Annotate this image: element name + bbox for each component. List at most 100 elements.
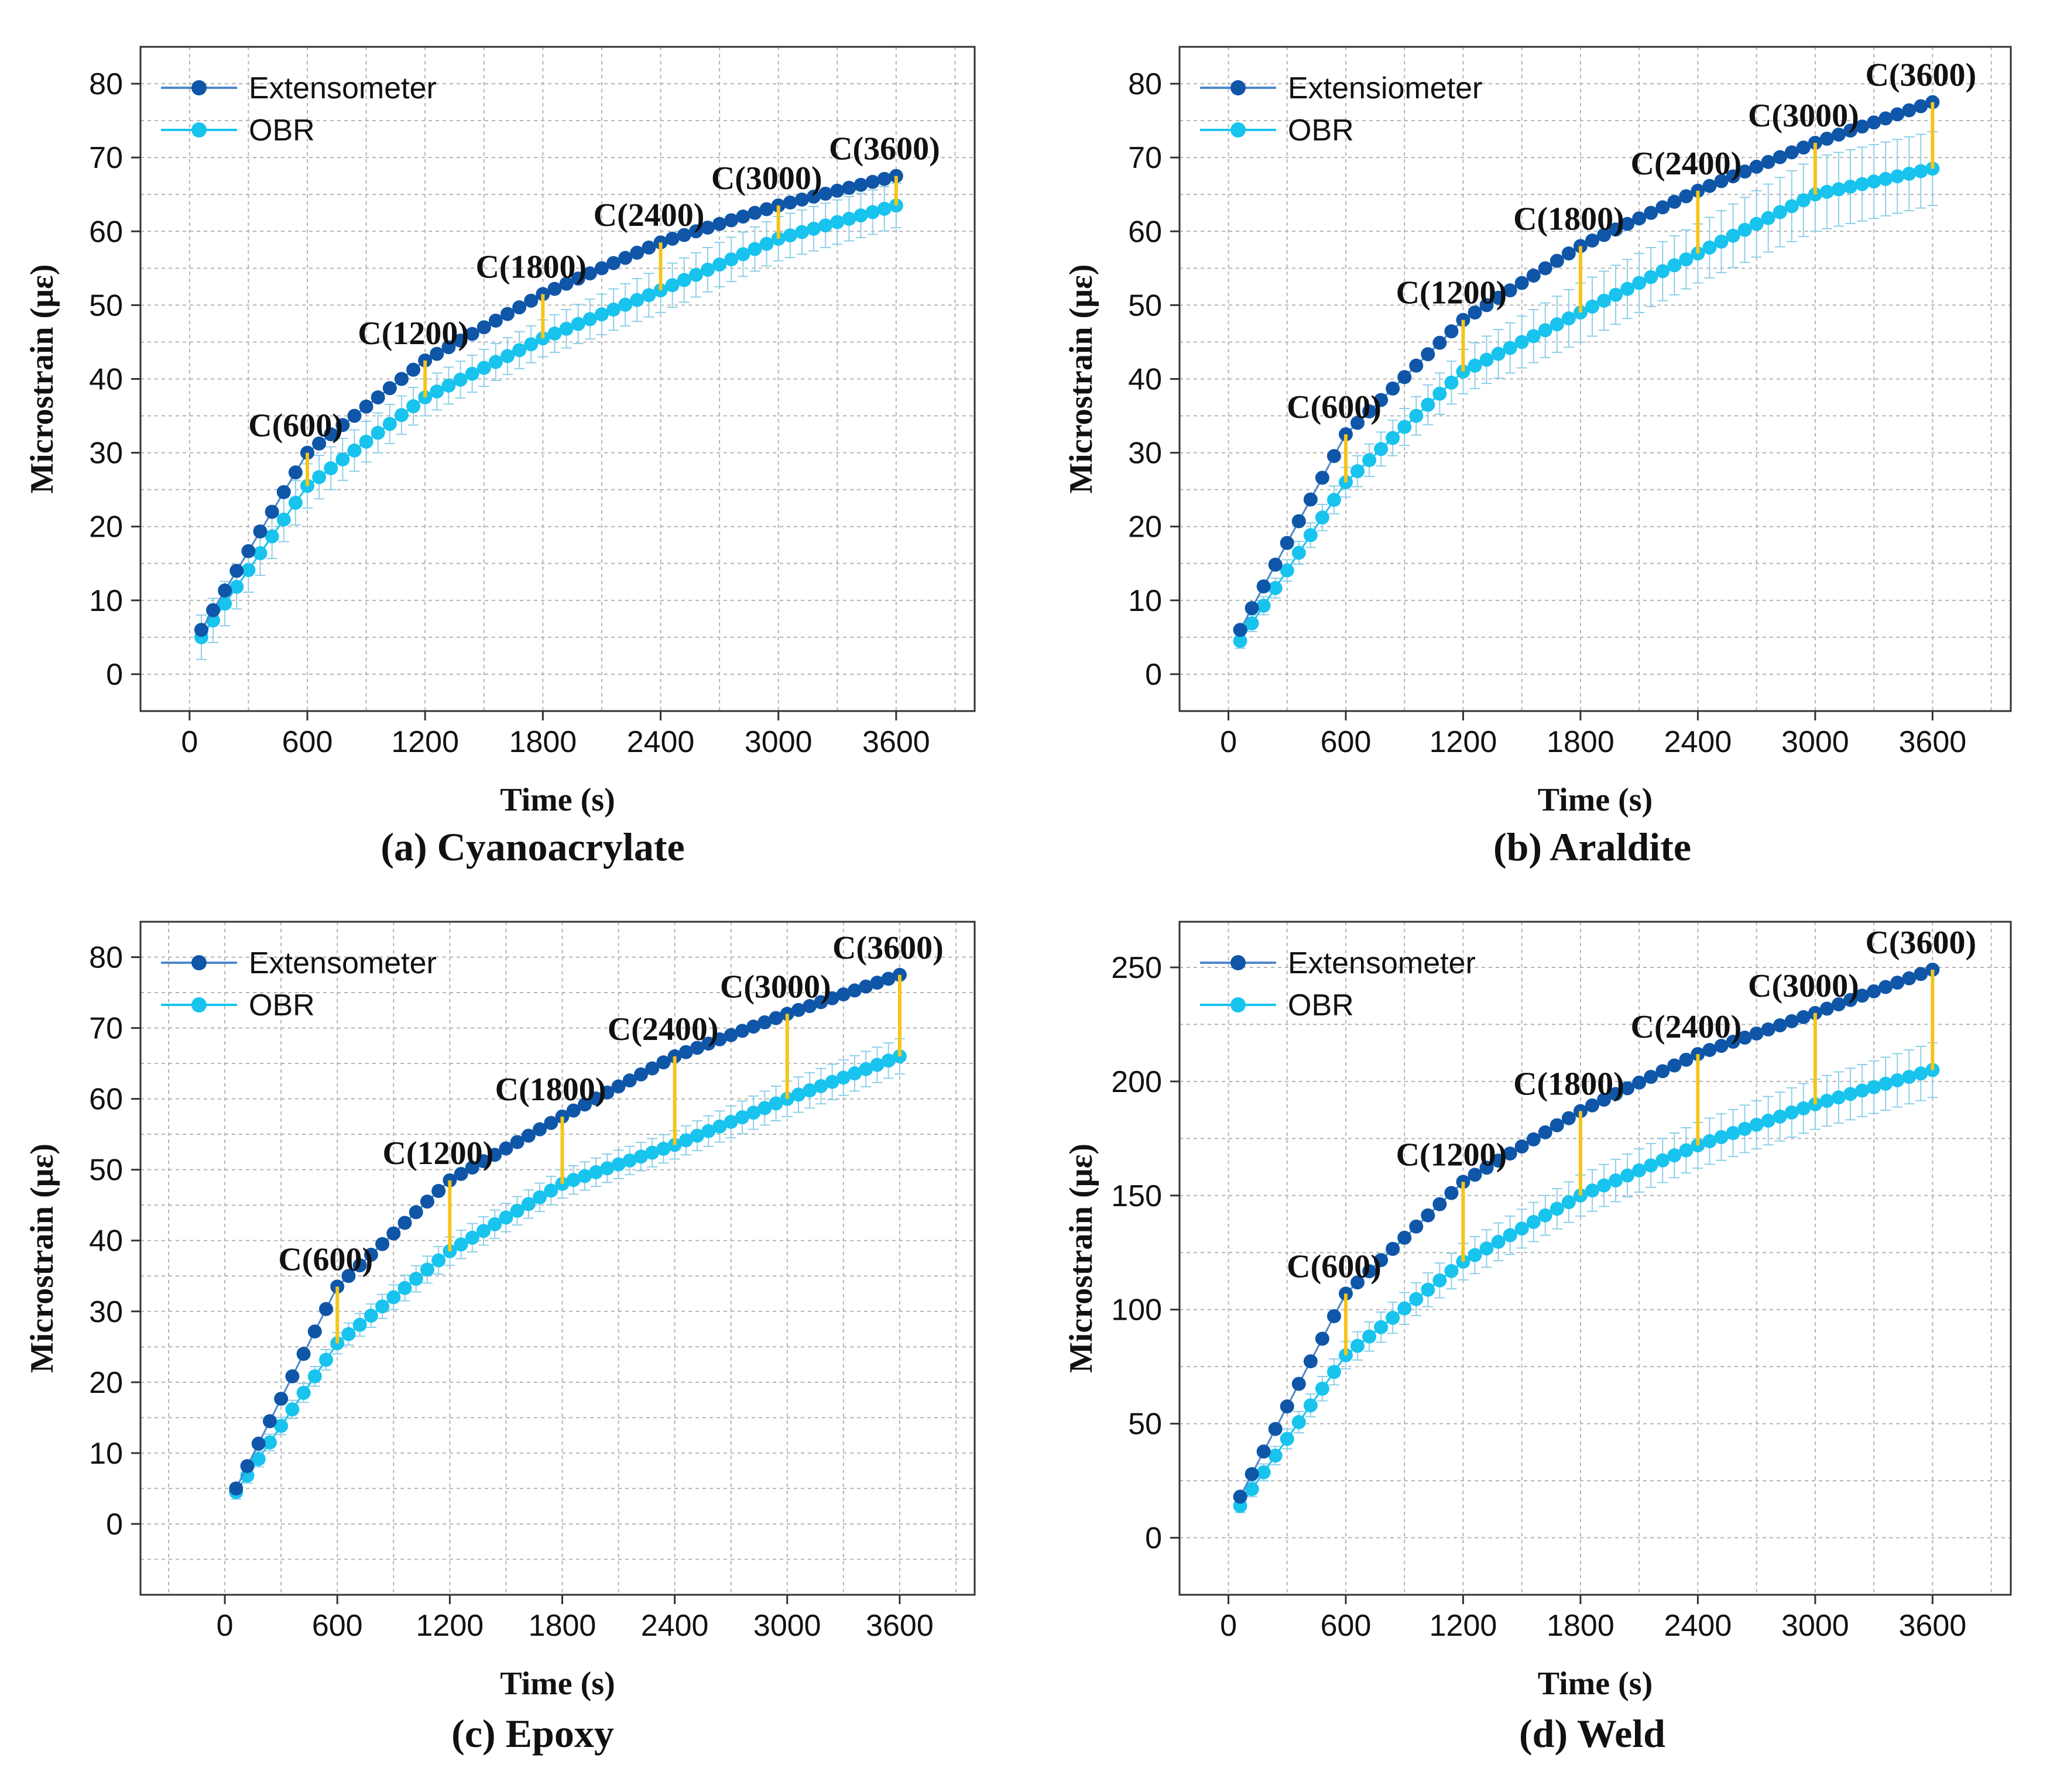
legend-marker [191, 80, 207, 95]
extensometer-point [814, 995, 828, 1010]
extensometer-point [296, 1347, 311, 1361]
extensometer-point [1550, 1118, 1564, 1132]
extensometer-point [701, 1036, 716, 1051]
obr-point [1350, 1338, 1365, 1353]
extensometer-point [1597, 1093, 1612, 1107]
extensometer-point [865, 174, 880, 189]
extensometer-point [375, 1237, 390, 1251]
obr-point [465, 1230, 479, 1245]
obr-point [1831, 1090, 1846, 1105]
y-tick-label: 0 [1145, 658, 1162, 692]
obr-point [1268, 581, 1283, 595]
obr-point [830, 215, 845, 229]
extensometer-point [1609, 1087, 1623, 1101]
obr-point [441, 378, 456, 393]
x-tick-label: 3600 [1899, 725, 1967, 759]
obr-point [499, 1210, 513, 1225]
extensometer-point [510, 1135, 525, 1149]
extensometer-point [359, 399, 373, 414]
extensometer-point [307, 1324, 322, 1339]
obr-point [600, 1161, 615, 1176]
extensometer-point [1256, 1444, 1271, 1459]
extensometer-point [1514, 1139, 1529, 1154]
extensometer-point [877, 171, 892, 186]
obr-point [253, 546, 268, 561]
x-tick-label: 0 [217, 1609, 234, 1643]
obr-point [1878, 171, 1893, 186]
obr-point [1784, 1105, 1799, 1120]
extensometer-point [1374, 1253, 1389, 1268]
obr-point [1632, 1163, 1647, 1177]
obr-point [1468, 358, 1482, 373]
extensometer-point [1268, 1422, 1283, 1436]
x-tick-label: 1800 [529, 1609, 597, 1643]
extensometer-point [1245, 601, 1259, 616]
obr-point [848, 1066, 862, 1081]
extensometer-point [544, 1115, 558, 1130]
extensometer-point [594, 261, 609, 276]
obr-point [1503, 341, 1517, 355]
extensometer-point [1749, 159, 1764, 174]
extensometer-point [1432, 335, 1447, 350]
legend-marker [1230, 955, 1246, 970]
annotation-label: C(1200) [1396, 1137, 1507, 1173]
extensometer-point [241, 544, 256, 558]
extensometer-point [1233, 1489, 1247, 1504]
obr-point [1773, 1109, 1787, 1124]
chart-panel-d: 0 600 1200 1800 2400 3000 3600 0 50 100 150 200 250 T… [1063, 921, 2012, 1756]
obr-point [488, 1217, 502, 1231]
extensometer-point [678, 1045, 693, 1059]
obr-point [791, 1087, 805, 1102]
obr-point [1644, 270, 1658, 284]
x-tick-label: 1800 [1547, 1609, 1614, 1643]
extensometer-point [1878, 980, 1893, 994]
obr-point [218, 596, 232, 611]
extensometer-point [465, 1161, 479, 1175]
obr-point [1303, 1398, 1318, 1413]
extensometer-point [1632, 1075, 1647, 1090]
obr-point [521, 1197, 536, 1211]
extensometer-point [589, 1091, 604, 1106]
obr-point [1597, 1178, 1612, 1193]
obr-point [288, 496, 303, 510]
obr-point [524, 337, 539, 352]
extensometer-point [1585, 1098, 1599, 1113]
extensometer-point [1878, 111, 1893, 126]
x-tick-label: 2400 [1664, 1609, 1732, 1643]
extensometer-point [1890, 107, 1905, 122]
x-tick-label: 1200 [391, 725, 459, 759]
obr-point [1878, 1076, 1893, 1091]
x-tick-label: 600 [312, 1609, 363, 1643]
x-tick-label: 0 [1220, 725, 1237, 759]
extensometer-point [736, 210, 750, 224]
y-tick-label: 10 [1128, 584, 1162, 618]
obr-point [262, 1435, 277, 1450]
extensometer-series-line [200, 175, 897, 631]
extensometer-point [371, 390, 385, 405]
obr-point [746, 1106, 761, 1120]
obr-point [1444, 1264, 1459, 1278]
extensometer-point [1667, 1058, 1682, 1073]
extensometer-point [1585, 234, 1599, 248]
obr-point [394, 408, 409, 423]
obr-point [1644, 1158, 1658, 1173]
obr-point [1491, 346, 1506, 361]
obr-point [347, 443, 362, 458]
obr-point [1397, 1301, 1412, 1316]
obr-point [382, 417, 397, 431]
extensometer-point [794, 193, 809, 207]
extensometer-point [825, 991, 839, 1005]
obr-point [1902, 166, 1917, 181]
obr-point [807, 221, 821, 236]
obr-point [1914, 164, 1928, 178]
extensometer-point [1479, 1161, 1494, 1175]
obr-point [1819, 1094, 1834, 1108]
obr-point [769, 1096, 783, 1111]
obr-point [1749, 217, 1764, 231]
obr-point [510, 1203, 525, 1218]
extensometer-point [341, 1269, 356, 1283]
annotation-label: C(1800) [1513, 201, 1624, 238]
x-tick-label: 3600 [862, 725, 930, 759]
extensometer-point [285, 1369, 300, 1384]
extensometer-point [1773, 1018, 1787, 1032]
